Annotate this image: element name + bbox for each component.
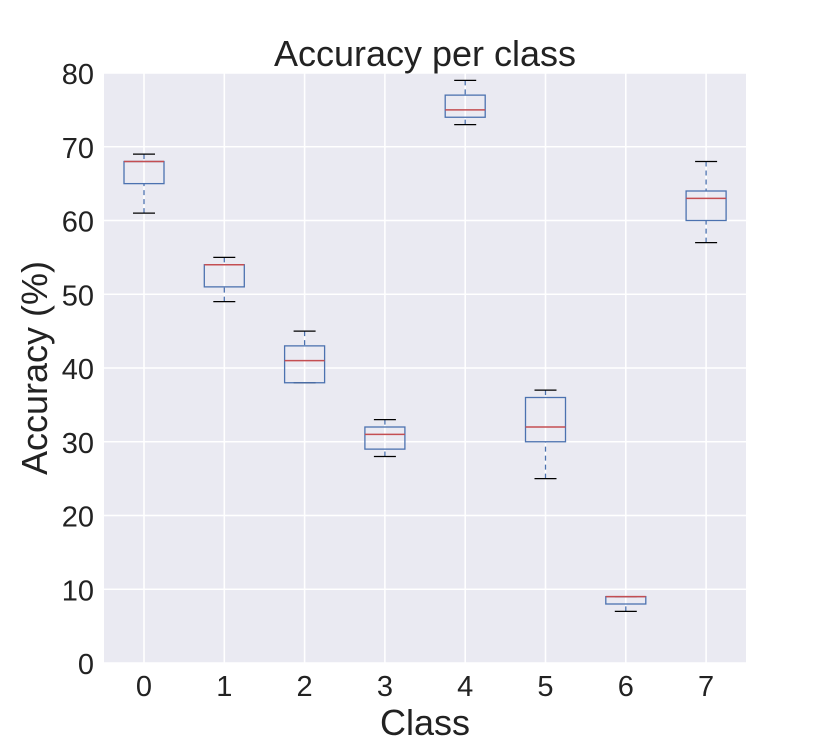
box-2 [283,330,326,384]
y-tick-label-30: 30 [62,428,94,460]
x-tick-label-2: 2 [297,671,313,703]
x-tick-label-1: 1 [216,671,232,703]
box-7 [685,160,727,244]
box-group [123,79,727,613]
y-tick-label-0: 0 [78,649,94,681]
x-axis-label: Class [380,702,470,738]
y-tick-label-10: 10 [62,575,94,607]
box-1 [203,256,245,303]
y-tick-labels: 0 10 20 30 40 50 60 70 80 [62,59,94,681]
iqr-box [283,345,326,384]
y-tick-label-40: 40 [62,354,94,386]
y-tick-label-70: 70 [62,133,94,165]
iqr-box [444,94,486,118]
x-tick-label-6: 6 [618,671,634,703]
iqr-box [524,396,567,443]
x-tick-label-3: 3 [377,671,393,703]
y-tick-label-20: 20 [62,502,94,534]
y-axis-label: Accuracy (%) [14,261,55,475]
x-tick-label-5: 5 [537,671,553,703]
y-tick-label-80: 80 [62,59,94,91]
box-4 [444,79,486,126]
y-tick-label-50: 50 [62,280,94,312]
x-tick-label-7: 7 [698,671,714,703]
chart-title: Accuracy per class [274,33,576,74]
iqr-box [364,426,406,450]
box-3 [364,418,406,458]
x-tick-label-0: 0 [136,671,152,703]
x-tick-label-4: 4 [457,671,473,703]
box-5 [524,389,567,480]
box-0 [123,153,165,214]
grid-lines [104,72,746,664]
iqr-box [685,190,727,222]
box-6 [605,595,647,613]
y-tick-label-60: 60 [62,207,94,239]
x-tick-labels: 0 1 2 3 4 5 6 7 [136,671,714,703]
